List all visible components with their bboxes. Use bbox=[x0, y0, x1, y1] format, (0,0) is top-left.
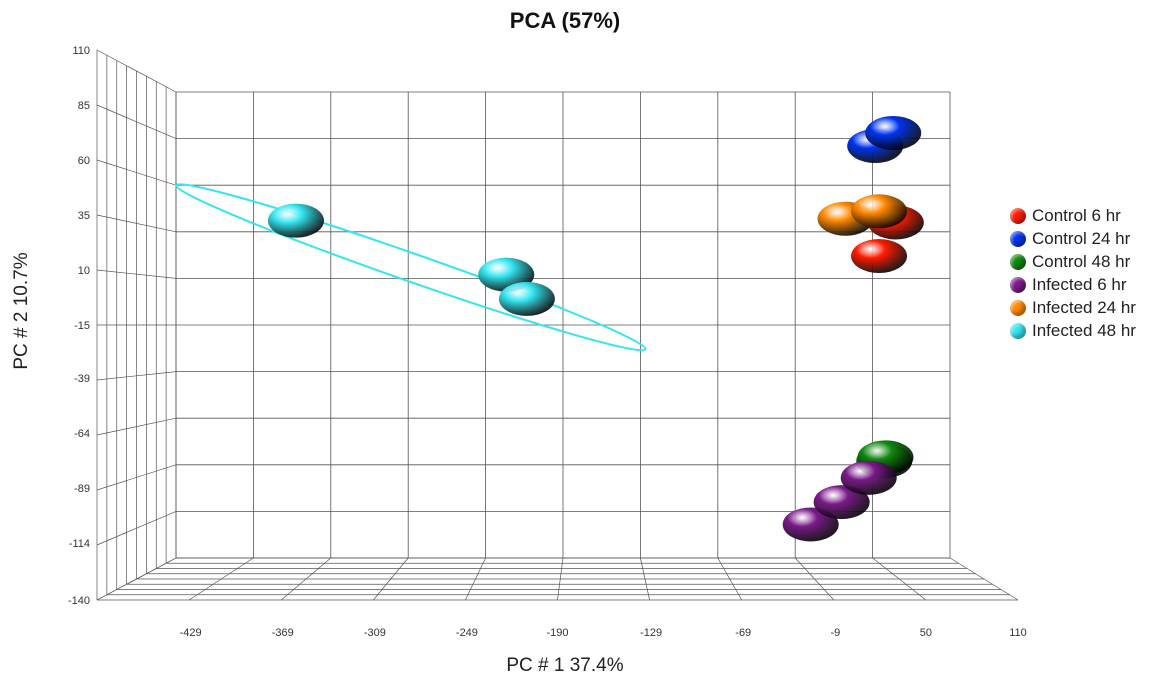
legend-swatch bbox=[1010, 322, 1026, 339]
y-tick-label: -114 bbox=[69, 538, 90, 550]
infected-48hr-ellipse bbox=[174, 183, 647, 352]
y-tick-label: 35 bbox=[78, 210, 90, 222]
legend: Control 6 hr Control 24 hr Control 48 hr In… bbox=[1010, 204, 1136, 342]
legend-item: Infected 48 hr bbox=[1010, 319, 1136, 342]
y-tick-label: 110 bbox=[72, 45, 90, 57]
legend-label: Infected 6 hr bbox=[1032, 274, 1127, 294]
legend-swatch bbox=[1010, 253, 1026, 270]
data-point bbox=[813, 485, 870, 520]
side-wall-hline bbox=[96, 269, 177, 279]
side-wall-hline bbox=[96, 417, 177, 436]
legend-item: Control 24 hr bbox=[1010, 227, 1136, 250]
x-axis-label: PC # 1 37.4% bbox=[506, 655, 624, 676]
x-tick-label: 110 bbox=[1009, 627, 1027, 639]
confidence-ellipse bbox=[174, 183, 647, 352]
y-tick-label: -64 bbox=[74, 428, 90, 440]
legend-item: Control 48 hr bbox=[1010, 250, 1136, 273]
x-tick-label: -429 bbox=[180, 627, 202, 639]
y-tick-label: -140 bbox=[68, 595, 90, 607]
legend-label: Control 24 hr bbox=[1032, 228, 1131, 248]
data-point bbox=[498, 281, 555, 316]
data-point bbox=[782, 507, 839, 542]
data-point bbox=[851, 239, 908, 274]
y-tick-label: 60 bbox=[78, 155, 90, 167]
side-wall-hline bbox=[96, 49, 177, 93]
side-wall-hline bbox=[96, 104, 177, 139]
x-tick-label: -369 bbox=[272, 627, 294, 639]
x-tick-label: -129 bbox=[640, 627, 662, 639]
legend-swatch bbox=[1010, 230, 1026, 247]
x-tick-label: -249 bbox=[456, 627, 478, 639]
legend-item: Infected 24 hr bbox=[1010, 296, 1136, 319]
side-wall-hline bbox=[96, 371, 177, 381]
y-tick-label: 10 bbox=[78, 265, 90, 277]
x-tick-label: -190 bbox=[546, 627, 568, 639]
plot-walls bbox=[96, 49, 1019, 601]
side-wall-hline bbox=[96, 511, 177, 546]
legend-item: Infected 6 hr bbox=[1010, 273, 1136, 296]
legend-label: Control 48 hr bbox=[1032, 251, 1131, 271]
data-point bbox=[267, 203, 324, 238]
side-wall-hline bbox=[96, 214, 177, 233]
legend-swatch bbox=[1010, 299, 1026, 316]
x-tick-label: -69 bbox=[735, 627, 751, 639]
data-point bbox=[865, 116, 922, 151]
legend-label: Infected 24 hr bbox=[1032, 297, 1136, 317]
data-points bbox=[267, 116, 924, 542]
data-point bbox=[840, 460, 897, 495]
x-tick-label: -9 bbox=[830, 627, 840, 639]
chart-title: PCA (57%) bbox=[509, 8, 621, 33]
legend-label: Control 6 hr bbox=[1032, 205, 1121, 225]
y-tick-label: 85 bbox=[78, 100, 90, 112]
y-tick-label: -15 bbox=[74, 320, 90, 332]
legend-swatch bbox=[1010, 276, 1026, 293]
x-tick-label: -309 bbox=[364, 627, 386, 639]
y-tick-label: -39 bbox=[74, 373, 90, 385]
legend-item: Control 6 hr bbox=[1010, 204, 1136, 227]
x-tick-label: 50 bbox=[920, 627, 932, 639]
side-wall-hline bbox=[96, 464, 177, 491]
legend-label: Infected 48 hr bbox=[1032, 320, 1136, 340]
y-axis-label: PC # 2 10.7% bbox=[11, 252, 32, 370]
legend-swatch bbox=[1010, 207, 1026, 224]
side-wall-hline bbox=[96, 159, 177, 186]
axis-ticks: 110 85 60 35 10 -15 -39 -64 -89 -114 -140 -429 -369 -… bbox=[68, 45, 1027, 639]
data-point bbox=[851, 194, 908, 229]
y-tick-label: -89 bbox=[74, 483, 90, 495]
